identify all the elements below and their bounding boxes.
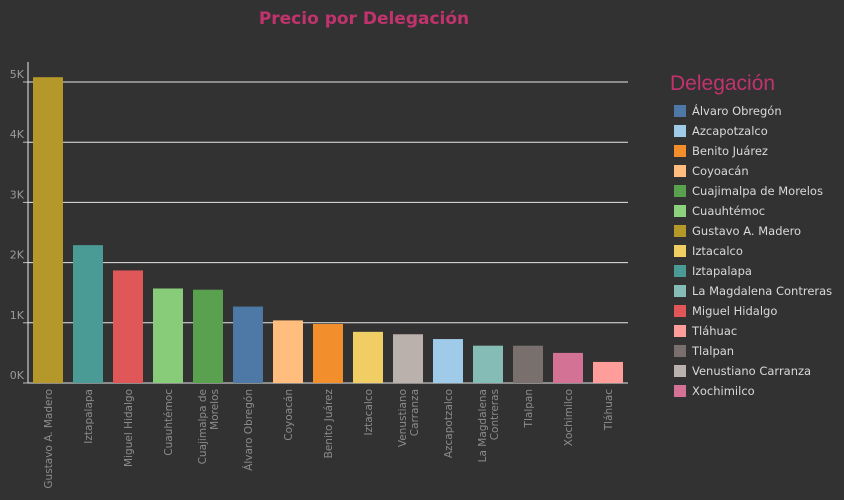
- x-tick-label: Xochimilco: [563, 389, 575, 446]
- bar: [433, 339, 463, 383]
- bar: [73, 245, 103, 383]
- x-tick-label: Coyoacán: [283, 389, 295, 441]
- legend-swatch: [674, 225, 686, 237]
- y-tick-label: 2K: [10, 249, 25, 262]
- x-tick-label: Iztapalapa: [83, 389, 95, 444]
- x-tick-label: Benito Juárez: [323, 389, 335, 459]
- bar: [273, 320, 303, 383]
- legend-swatch: [674, 205, 686, 217]
- legend-swatch: [674, 325, 686, 337]
- legend-item[interactable]: Gustavo A. Madero: [674, 221, 832, 241]
- legend-swatch: [674, 125, 686, 137]
- x-tick-label: Tlalpan: [523, 389, 535, 428]
- legend-swatch: [674, 305, 686, 317]
- x-tick-label: Venustiano: [397, 389, 409, 447]
- x-tick-label: Carranza: [409, 389, 421, 436]
- legend-label: Iztapalapa: [692, 264, 752, 278]
- bar: [193, 289, 223, 383]
- legend-label: Gustavo A. Madero: [692, 224, 802, 238]
- x-tick-label: Tláhuac: [603, 389, 615, 432]
- legend-label: La Magdalena Contreras: [692, 284, 833, 298]
- legend-swatch: [674, 245, 686, 257]
- legend-item[interactable]: Azcapotzalco: [674, 121, 832, 141]
- legend-swatch: [674, 185, 686, 197]
- legend-item[interactable]: Miguel Hidalgo: [674, 301, 832, 321]
- bar: [353, 331, 383, 383]
- legend-label: Coyoacán: [692, 164, 749, 178]
- bar: [233, 306, 263, 383]
- legend-item[interactable]: Iztacalco: [674, 241, 832, 261]
- x-tick-label: Cuauhtémoc: [163, 389, 175, 456]
- legend-item[interactable]: Tláhuac: [674, 321, 832, 341]
- y-tick-label: 0K: [10, 369, 25, 382]
- x-tick-label: Cuajimalpa de: [197, 389, 209, 464]
- chart-title: Precio por Delegación: [258, 9, 470, 29]
- y-tick-label: 3K: [10, 188, 25, 201]
- x-tick-label: La Magdalena: [477, 389, 489, 462]
- legend-swatch: [674, 145, 686, 157]
- bar: [393, 334, 423, 383]
- legend-swatch: [674, 365, 686, 377]
- legend-item[interactable]: Xochimilco: [674, 381, 832, 401]
- bar: [33, 77, 63, 384]
- legend-label: Xochimilco: [692, 384, 755, 398]
- legend-item[interactable]: Benito Juárez: [674, 141, 832, 161]
- legend-label: Tláhuac: [692, 324, 738, 338]
- bar: [113, 270, 143, 383]
- bar: [313, 324, 343, 383]
- legend-item[interactable]: Venustiano Carranza: [674, 361, 832, 381]
- legend-item[interactable]: La Magdalena Contreras: [674, 281, 832, 301]
- legend-item[interactable]: Coyoacán: [674, 161, 832, 181]
- legend-label: Iztacalco: [692, 244, 743, 258]
- legend-item[interactable]: Cuajimalpa de Morelos: [674, 181, 832, 201]
- legend-swatch: [674, 385, 686, 397]
- x-tick-label: Iztacalco: [363, 389, 375, 435]
- x-tick-label: Álvaro Obregón: [242, 389, 255, 471]
- legend-label: Cuajimalpa de Morelos: [692, 184, 823, 198]
- y-tick-label: 4K: [10, 128, 25, 141]
- bar: [473, 345, 503, 383]
- legend-label: Álvaro Obregón: [692, 104, 782, 118]
- legend-label: Benito Juárez: [692, 144, 768, 158]
- legend-swatch: [674, 345, 686, 357]
- bar: [593, 361, 623, 383]
- bar: [153, 288, 183, 383]
- legend-title: Delegación: [670, 72, 776, 95]
- legend-item[interactable]: Álvaro Obregón: [674, 101, 832, 121]
- bar: [513, 345, 543, 383]
- legend-label: Cuauhtémoc: [692, 204, 766, 218]
- legend-swatch: [674, 265, 686, 277]
- x-tick-label: Contreras: [489, 389, 501, 440]
- x-tick-label: Gustavo A. Madero: [43, 389, 55, 489]
- y-tick-label: 1K: [10, 309, 25, 322]
- x-tick-label: Morelos: [209, 389, 221, 430]
- legend-item[interactable]: Cuauhtémoc: [674, 201, 832, 221]
- legend-swatch: [674, 285, 686, 297]
- legend: Álvaro Obregón Azcapotzalco Benito Juárez C…: [674, 101, 832, 401]
- x-tick-label: Miguel Hidalgo: [123, 389, 135, 467]
- bar: [553, 352, 583, 383]
- legend-label: Tlalpan: [692, 344, 735, 358]
- y-tick-label: 5K: [10, 68, 25, 81]
- legend-swatch: [674, 105, 686, 117]
- legend-label: Venustiano Carranza: [692, 364, 812, 378]
- legend-label: Miguel Hidalgo: [692, 304, 778, 318]
- legend-swatch: [674, 165, 686, 177]
- legend-item[interactable]: Iztapalapa: [674, 261, 832, 281]
- legend-label: Azcapotzalco: [692, 124, 768, 138]
- legend-item[interactable]: Tlalpan: [674, 341, 832, 361]
- x-tick-label: Azcapotzalco: [443, 389, 455, 458]
